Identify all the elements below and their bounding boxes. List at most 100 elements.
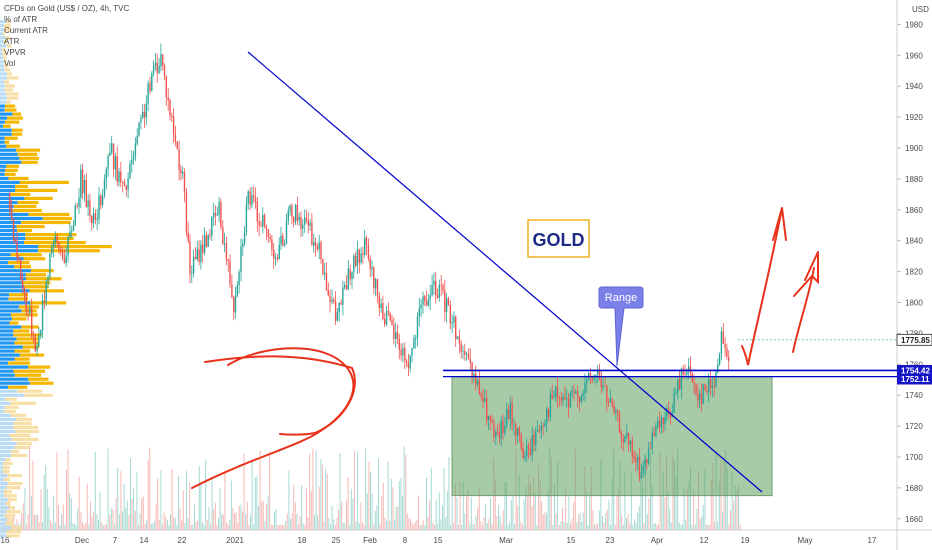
candle-body — [198, 249, 200, 262]
vp-up-bar — [0, 309, 22, 313]
volume-bar — [114, 524, 115, 530]
volume-bar — [184, 523, 186, 530]
volume-bar — [686, 488, 688, 530]
candle-body — [109, 152, 111, 156]
vp-down-bar — [3, 56, 7, 60]
vp-down-bar — [17, 389, 42, 393]
candle-body — [449, 305, 451, 324]
volume-bar — [174, 517, 176, 530]
indicator-atr[interactable]: ATR — [4, 37, 20, 46]
volume-bar — [235, 512, 237, 530]
candle-body — [160, 54, 162, 67]
vp-up-bar — [0, 172, 5, 176]
volume-bar — [717, 522, 719, 530]
vp-down-bar — [42, 216, 72, 221]
volume-bar — [158, 519, 160, 530]
vp-up-bar — [0, 88, 5, 92]
candle-body — [496, 431, 499, 433]
time-tick-label: 23 — [606, 536, 615, 545]
volume-bar — [66, 469, 67, 530]
price-tick-label: 1980 — [905, 20, 923, 29]
volume-bar — [656, 525, 658, 530]
volume-bar — [93, 512, 95, 530]
candle-body — [553, 397, 555, 399]
volume-bar — [54, 522, 56, 530]
volume-bar — [571, 518, 573, 530]
candle-body — [382, 303, 384, 319]
volume-bar — [309, 453, 311, 530]
volume-bar — [373, 524, 375, 530]
vp-up-bar — [0, 405, 5, 409]
time-tick-label: 15 — [567, 536, 576, 545]
volume-bar — [306, 487, 307, 530]
volume-bar — [512, 496, 514, 530]
volume-bar — [411, 522, 413, 530]
candle-body — [25, 293, 27, 312]
candle-body — [513, 424, 515, 426]
volume-bar — [502, 510, 504, 530]
vp-up-bar — [0, 261, 8, 265]
volume-bar — [107, 448, 109, 530]
candle-body — [458, 336, 461, 344]
volume-bar — [523, 499, 525, 530]
volume-bar — [122, 511, 123, 530]
candle-body — [516, 427, 519, 436]
candle-body — [222, 226, 224, 244]
volume-bar — [354, 450, 355, 530]
candle-body — [85, 180, 87, 207]
candle-body — [142, 111, 144, 118]
vp-down-bar — [7, 96, 19, 100]
candle-body — [365, 237, 368, 246]
candle-body — [482, 396, 484, 402]
volume-bar — [219, 488, 221, 530]
indicator-current-atr[interactable]: Current ATR — [4, 26, 48, 35]
indicator-vol[interactable]: Vol — [4, 59, 16, 68]
volume-bar — [402, 495, 403, 530]
symbol-title[interactable]: CFDs on Gold (US$ / OZ), 4h, TVC — [4, 4, 130, 13]
indicator-vpvr[interactable]: VPVR — [4, 48, 26, 57]
candle-body — [200, 244, 202, 262]
candle-body — [456, 336, 459, 339]
volume-bar — [658, 524, 659, 530]
volume-bar — [171, 469, 173, 530]
volume-bar — [269, 451, 271, 530]
candle-body — [575, 391, 577, 394]
candle-body — [424, 296, 426, 302]
time-tick-label: 12 — [700, 536, 709, 545]
vp-down-bar — [3, 40, 8, 44]
candle-body — [420, 304, 422, 309]
volume-bar — [618, 490, 619, 530]
volume-bar — [499, 515, 501, 530]
volume-bar — [187, 517, 189, 530]
vp-up-bar — [0, 377, 29, 381]
price-axis: 1660 1680 1700 1720 1740 1760 1780 1800 1820 1840… — [897, 5, 929, 524]
vp-up-bar — [0, 92, 7, 96]
volume-bar — [307, 517, 309, 530]
candle-body — [291, 205, 293, 217]
vp-down-bar — [14, 373, 42, 377]
volume-bar — [130, 458, 131, 530]
candle-body — [316, 246, 319, 250]
volume-bar — [189, 482, 191, 530]
candle-body — [384, 319, 386, 325]
volume-bar — [155, 503, 157, 530]
price-tick-label: 1800 — [905, 299, 923, 308]
vp-up-bar — [0, 325, 22, 329]
candle-body — [662, 417, 664, 424]
vp-up-bar — [0, 345, 23, 349]
candle-body — [637, 457, 639, 462]
candle-body — [302, 224, 304, 229]
vp-up-bar — [0, 20, 7, 24]
volume-bar — [467, 490, 469, 530]
indicator-pct-atr[interactable]: % of ATR — [4, 15, 38, 24]
volume-bar — [85, 523, 87, 530]
volume-bar — [392, 487, 394, 530]
vp-down-bar — [22, 345, 39, 349]
volume-bar — [229, 519, 231, 530]
volume-bar — [62, 504, 64, 530]
candle-body — [167, 97, 169, 101]
candle-body — [187, 232, 189, 242]
volume-bar — [635, 522, 637, 530]
vp-down-bar — [4, 172, 16, 176]
